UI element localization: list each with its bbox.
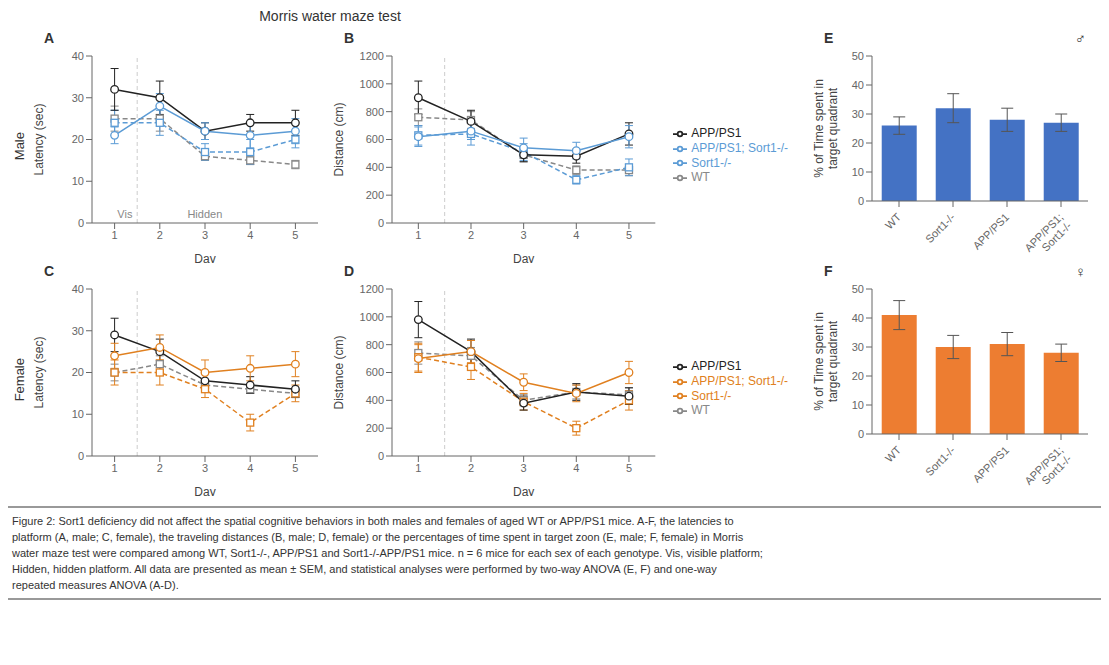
html-text:Figure 2: Sort1 deficiency did: Figure 2: Sort1 deficiency did not affec… <box>12 515 734 527</box>
svg-text:20: 20 <box>852 137 864 149</box>
svg-text:APP/PS1;Sort1-/-: APP/PS1;Sort1-/- <box>1022 211 1074 263</box>
html-text:Hidden, hidden platform. All d: Hidden, hidden platform. All data are pr… <box>12 563 717 575</box>
svg-text:4: 4 <box>573 462 579 474</box>
html-text:A: A <box>44 30 55 46</box>
svg-text:600: 600 <box>366 366 384 378</box>
svg-text:0: 0 <box>858 195 864 207</box>
svg-text:2: 2 <box>468 462 474 474</box>
svg-text:10: 10 <box>852 399 864 411</box>
html-text:E: E <box>824 30 834 46</box>
html-text:Morris water maze test: Morris water maze test <box>259 8 401 24</box>
svg-text:Latency (sec): Latency (sec) <box>32 103 46 175</box>
svg-text:200: 200 <box>366 189 384 201</box>
svg-text:1200: 1200 <box>360 283 384 295</box>
svg-text:30: 30 <box>852 108 864 120</box>
svg-text:400: 400 <box>366 394 384 406</box>
svg-text:40: 40 <box>852 79 864 91</box>
svg-text:% of Time spent intarget quadr: % of Time spent intarget quadrant <box>812 312 840 411</box>
html-text:B: B <box>344 30 355 46</box>
svg-text:5: 5 <box>626 229 632 241</box>
svg-text:20: 20 <box>72 133 84 145</box>
svg-text:0: 0 <box>378 450 384 462</box>
html-text:C: C <box>44 263 55 279</box>
svg-text:1: 1 <box>415 229 421 241</box>
svg-text:50: 50 <box>852 283 864 295</box>
svg-text:Day: Day <box>513 252 534 263</box>
svg-text:Distance (cm): Distance (cm) <box>332 102 346 176</box>
svg-text:0: 0 <box>78 450 84 462</box>
svg-text:30: 30 <box>72 325 84 337</box>
svg-text:Vis: Vis <box>117 208 133 220</box>
html-text:APP/PS1; Sort1-/-: APP/PS1; Sort1-/- <box>691 373 788 388</box>
svg-text:30: 30 <box>72 92 84 104</box>
svg-text:0: 0 <box>858 428 864 440</box>
html-text:Sort1-/-: Sort1-/- <box>691 388 732 403</box>
svg-text:Sort1-/-: Sort1-/- <box>923 444 958 479</box>
svg-text:3: 3 <box>521 229 527 241</box>
html-text:repeated measures ANOVA (A-D).: repeated measures ANOVA (A-D). <box>12 579 179 591</box>
html-text:D: D <box>344 263 355 279</box>
svg-text:30: 30 <box>852 341 864 353</box>
svg-text:5: 5 <box>292 229 298 241</box>
html-text:Sort1-/-: Sort1-/- <box>691 155 732 170</box>
svg-text:3: 3 <box>202 229 208 241</box>
svg-text:Hidden: Hidden <box>187 208 222 220</box>
svg-text:WT: WT <box>883 211 904 232</box>
html-text:WT: WT <box>691 403 710 418</box>
svg-text:Sort1-/-: Sort1-/- <box>923 211 958 246</box>
svg-text:0: 0 <box>378 217 384 229</box>
svg-text:% of Time spent intarget quadr: % of Time spent intarget quadrant <box>812 79 840 178</box>
html-text:Female: Female <box>11 357 27 402</box>
html-text:APP/PS1: APP/PS1 <box>691 125 742 140</box>
svg-text:Distance (cm): Distance (cm) <box>332 335 346 409</box>
svg-text:4: 4 <box>573 229 579 241</box>
svg-text:40: 40 <box>852 312 864 324</box>
svg-text:1: 1 <box>112 462 118 474</box>
svg-text:600: 600 <box>366 133 384 145</box>
svg-text:10: 10 <box>72 408 84 420</box>
svg-text:APP/PS1: APP/PS1 <box>970 444 1011 485</box>
html-text:Male: Male <box>11 132 27 161</box>
svg-text:20: 20 <box>852 370 864 382</box>
html-text:F: F <box>824 263 833 279</box>
html-text:platform (A, male; C, female),: platform (A, male; C, female), the trave… <box>12 531 744 543</box>
svg-text:3: 3 <box>521 462 527 474</box>
svg-text:2: 2 <box>157 229 163 241</box>
html-text:water maze test were compared: water maze test were compared among WT, … <box>12 547 763 559</box>
svg-text:Latency (sec): Latency (sec) <box>32 336 46 408</box>
svg-text:40: 40 <box>72 283 84 295</box>
svg-text:800: 800 <box>366 339 384 351</box>
html-text:WT: WT <box>691 170 710 185</box>
svg-text:Day: Day <box>513 485 534 496</box>
svg-text:4: 4 <box>247 462 253 474</box>
svg-text:400: 400 <box>366 161 384 173</box>
svg-text:50: 50 <box>852 50 864 62</box>
svg-text:1: 1 <box>112 229 118 241</box>
svg-text:2: 2 <box>157 462 163 474</box>
svg-text:Day: Day <box>194 252 215 263</box>
svg-text:5: 5 <box>292 462 298 474</box>
html-text:APP/PS1: APP/PS1 <box>691 358 742 373</box>
svg-text:1200: 1200 <box>360 50 384 62</box>
svg-text:40: 40 <box>72 50 84 62</box>
svg-text:APP/PS1: APP/PS1 <box>970 211 1011 252</box>
svg-text:1000: 1000 <box>360 78 384 90</box>
svg-text:800: 800 <box>366 106 384 118</box>
svg-text:20: 20 <box>72 366 84 378</box>
svg-text:5: 5 <box>626 462 632 474</box>
html-text:APP/PS1; Sort1-/-: APP/PS1; Sort1-/- <box>691 140 788 155</box>
svg-text:10: 10 <box>852 166 864 178</box>
svg-text:2: 2 <box>468 229 474 241</box>
svg-text:200: 200 <box>366 422 384 434</box>
svg-text:4: 4 <box>247 229 253 241</box>
svg-text:WT: WT <box>883 444 904 465</box>
svg-text:0: 0 <box>78 217 84 229</box>
svg-text:3: 3 <box>202 462 208 474</box>
svg-text:10: 10 <box>72 175 84 187</box>
svg-text:APP/PS1;Sort1-/-: APP/PS1;Sort1-/- <box>1022 444 1074 496</box>
svg-text:1000: 1000 <box>360 311 384 323</box>
svg-text:Day: Day <box>194 485 215 496</box>
svg-text:1: 1 <box>415 462 421 474</box>
